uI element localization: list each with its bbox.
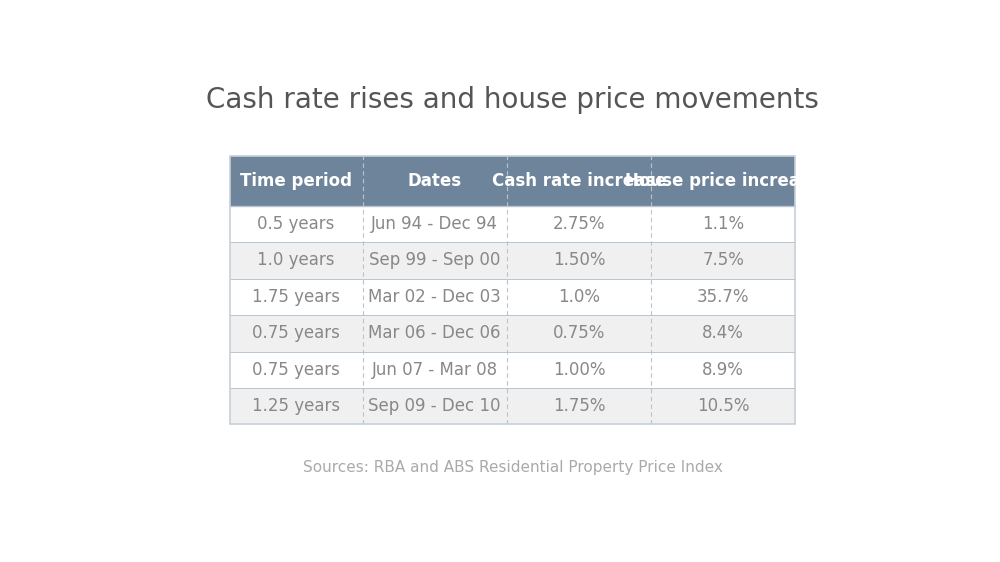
Text: 0.75 years: 0.75 years (252, 324, 340, 342)
FancyBboxPatch shape (230, 206, 795, 242)
Text: 1.00%: 1.00% (553, 361, 605, 379)
Text: 2.75%: 2.75% (553, 215, 605, 233)
Text: Time period: Time period (240, 172, 352, 190)
Text: Mar 02 - Dec 03: Mar 02 - Dec 03 (368, 288, 501, 306)
Text: 1.0%: 1.0% (558, 288, 600, 306)
Text: 1.75 years: 1.75 years (252, 288, 340, 306)
Text: 8.9%: 8.9% (702, 361, 744, 379)
Text: 7.5%: 7.5% (702, 251, 744, 269)
Text: 0.5 years: 0.5 years (257, 215, 335, 233)
Text: Jun 07 - Mar 08: Jun 07 - Mar 08 (372, 361, 498, 379)
Text: Cash rate increase: Cash rate increase (492, 172, 666, 190)
FancyBboxPatch shape (230, 279, 795, 315)
Text: Jun 94 - Dec 94: Jun 94 - Dec 94 (371, 215, 498, 233)
FancyBboxPatch shape (230, 242, 795, 279)
FancyBboxPatch shape (230, 315, 795, 352)
Text: 0.75 years: 0.75 years (252, 361, 340, 379)
Text: 1.0 years: 1.0 years (257, 251, 335, 269)
FancyBboxPatch shape (230, 156, 795, 206)
Text: Sep 99 - Sep 00: Sep 99 - Sep 00 (369, 251, 500, 269)
Text: 0.75%: 0.75% (553, 324, 605, 342)
FancyBboxPatch shape (230, 388, 795, 424)
FancyBboxPatch shape (230, 352, 795, 388)
Text: Dates: Dates (408, 172, 462, 190)
Text: Sources: RBA and ABS Residential Property Price Index: Sources: RBA and ABS Residential Propert… (303, 460, 722, 475)
Text: 1.50%: 1.50% (553, 251, 605, 269)
Text: 1.75%: 1.75% (553, 397, 605, 415)
Text: House price increase: House price increase (625, 172, 821, 190)
Text: Mar 06 - Dec 06: Mar 06 - Dec 06 (368, 324, 501, 342)
Text: Sep 09 - Dec 10: Sep 09 - Dec 10 (368, 397, 501, 415)
Text: 35.7%: 35.7% (697, 288, 749, 306)
Text: 8.4%: 8.4% (702, 324, 744, 342)
Text: 1.25 years: 1.25 years (252, 397, 340, 415)
Text: 10.5%: 10.5% (697, 397, 749, 415)
Text: Cash rate rises and house price movements: Cash rate rises and house price movement… (206, 86, 819, 114)
Text: 1.1%: 1.1% (702, 215, 744, 233)
